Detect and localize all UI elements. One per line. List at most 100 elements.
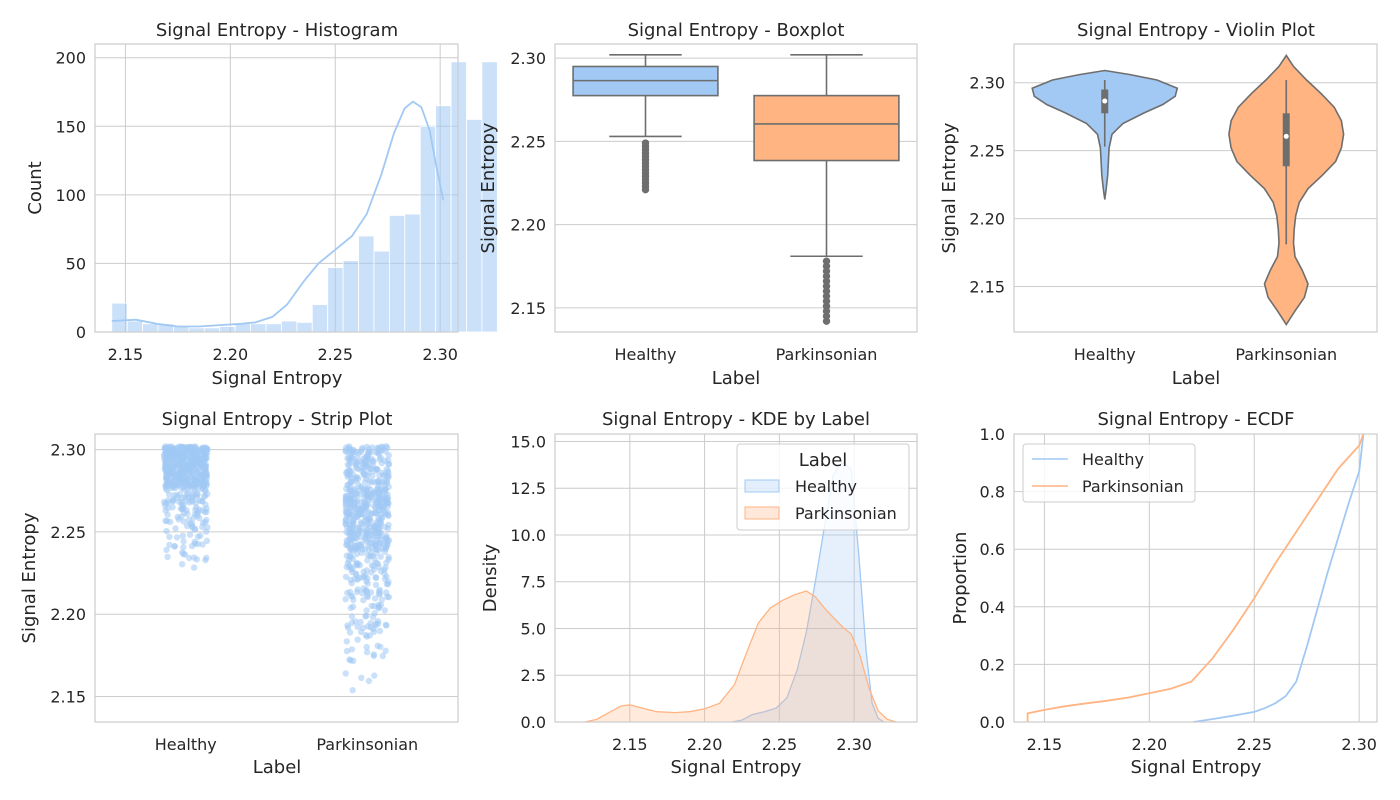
strip-point	[353, 491, 360, 498]
strip-point	[347, 604, 354, 612]
strip-point	[365, 517, 373, 524]
histogram-bars	[111, 61, 498, 333]
strip-point	[360, 596, 367, 604]
strip-point	[355, 574, 362, 582]
histogram-bar	[311, 304, 329, 333]
strip-point	[199, 541, 206, 548]
strip-point	[369, 613, 377, 621]
strip-point	[185, 482, 192, 489]
y-axis-label-violin: Signal Entropy	[939, 122, 960, 253]
violin-parkinsonian	[1228, 54, 1345, 326]
strip-point	[372, 500, 380, 507]
strip-point	[380, 503, 387, 511]
strip-point	[379, 652, 386, 660]
strip-point	[194, 448, 201, 455]
strip-point	[342, 670, 349, 677]
strip-point	[365, 446, 373, 453]
strip-point	[199, 523, 206, 531]
strip-point	[370, 489, 378, 496]
strip-point	[378, 596, 385, 603]
strip-point	[376, 627, 384, 635]
y-tick-label: 2.15	[969, 277, 1005, 296]
histogram-bar	[419, 125, 437, 333]
y-tick-label: 2.25	[50, 523, 86, 542]
histogram-bar	[111, 302, 128, 333]
legend-kde: Label Healthy Parkinsonian	[736, 443, 910, 531]
strip-point	[166, 450, 173, 457]
kde-area-parkinsonian	[584, 591, 897, 722]
strip-point	[193, 493, 200, 500]
strip-point	[342, 447, 349, 454]
axes-frame	[94, 433, 459, 723]
x-tick-label: Healthy	[155, 735, 217, 754]
y-tick-label: 10.0	[510, 526, 546, 545]
strip-point	[358, 446, 366, 453]
strip-point	[180, 518, 187, 525]
strip-point	[358, 674, 365, 681]
strip-point	[372, 581, 380, 589]
strip-point	[344, 518, 351, 525]
y-tick-label: 2.20	[510, 216, 546, 235]
strip-point	[384, 472, 391, 480]
strip-point	[194, 533, 202, 540]
strip-point	[203, 481, 210, 488]
y-tick-label: 0.8	[980, 483, 1005, 502]
strip-point	[163, 546, 170, 554]
x-tick-label: 2.30	[836, 735, 872, 754]
strip-point	[171, 542, 178, 550]
strip-point	[358, 541, 365, 548]
y-tick-label: 0.0	[521, 713, 546, 732]
y-axis-label-kde: Density	[480, 543, 501, 612]
strip-point	[359, 507, 366, 514]
y-tick-label: 2.30	[50, 441, 86, 460]
strip-point	[363, 649, 371, 656]
strip-point	[354, 636, 361, 643]
x-axis-label-boxplot: Label	[712, 368, 761, 389]
panel-ecdf: Signal Entropy - ECDF Signal Entropy Pro…	[950, 409, 1378, 778]
strip-point	[364, 463, 371, 470]
histogram-bar	[265, 323, 282, 333]
strip-point	[191, 526, 198, 533]
panel-boxplot: Signal Entropy - Boxplot Label Signal En…	[478, 20, 918, 389]
strip-point	[367, 624, 374, 631]
strip-point	[354, 497, 361, 504]
histogram-bar	[481, 61, 498, 333]
strip-point	[344, 471, 352, 478]
strip-point	[346, 501, 354, 508]
strip-point	[179, 532, 186, 539]
strip-point	[381, 575, 389, 583]
histogram-bar	[342, 260, 359, 333]
strip-point	[343, 537, 350, 544]
y-tick-label: 12.5	[510, 479, 546, 498]
strip-point	[180, 458, 187, 465]
strip-point	[356, 528, 363, 535]
axes-frame	[554, 43, 918, 333]
strip-point	[354, 465, 362, 473]
strip-point	[367, 589, 375, 596]
y-tick-label: 5.0	[521, 619, 546, 638]
strip-point	[191, 511, 199, 518]
strip-point	[385, 556, 392, 563]
panel-kde: Signal Entropy - KDE by Label Signal Ent…	[480, 409, 918, 778]
y-tick-label: 1.0	[980, 425, 1005, 444]
legend-box-kde	[736, 443, 910, 531]
strip-point	[343, 647, 351, 655]
strip-point	[348, 537, 355, 544]
strip-point	[375, 450, 382, 458]
strip-point	[198, 497, 206, 505]
strip-point	[369, 472, 376, 480]
histogram-bar	[250, 323, 267, 333]
strip-point	[362, 587, 370, 595]
strip-point	[189, 468, 196, 475]
histogram-bar	[234, 323, 251, 333]
strip-point	[174, 459, 182, 466]
x-tick-label: Parkinsonian	[316, 735, 418, 754]
strip-point	[349, 687, 356, 694]
histogram-bar	[296, 321, 313, 333]
x-tick-label: 2.20	[213, 345, 249, 364]
strip-point	[186, 554, 193, 562]
chart-title-strip: Signal Entropy - Strip Plot	[162, 409, 393, 430]
y-tick-label: 2.30	[969, 74, 1005, 93]
x-tick-label: 2.30	[1341, 735, 1377, 754]
